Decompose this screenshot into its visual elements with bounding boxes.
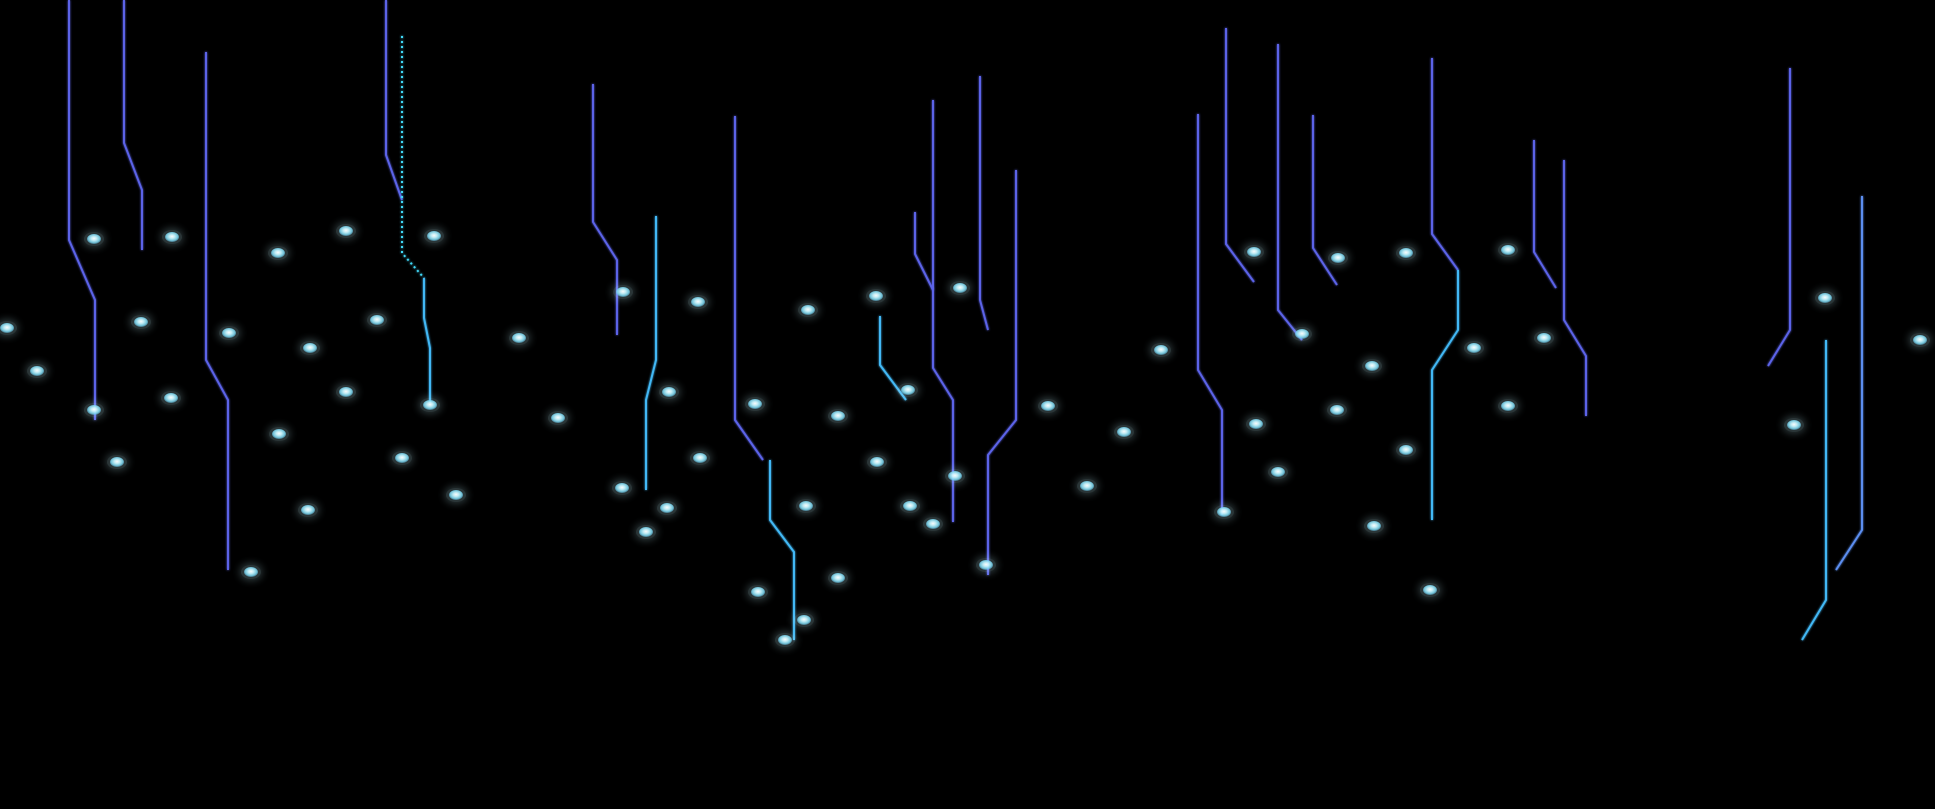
trace-line [1767,68,1791,367]
node-dot[interactable] [1367,521,1381,531]
node-dot[interactable] [979,560,993,570]
node-dot[interactable] [1537,333,1551,343]
node-dot[interactable] [339,226,353,236]
trace-line [1225,28,1255,283]
node-dot[interactable] [1467,343,1481,353]
node-dot[interactable] [953,283,967,293]
node-dot[interactable] [948,471,962,481]
node-dot[interactable] [799,501,813,511]
node-dot[interactable] [0,323,14,333]
trace-line [914,212,934,291]
node-dot[interactable] [660,503,674,513]
node-dot[interactable] [903,501,917,511]
node-dot[interactable] [301,505,315,515]
node-dot[interactable] [1271,467,1285,477]
node-dot[interactable] [272,429,286,439]
node-dot[interactable] [1217,507,1231,517]
node-dot[interactable] [1913,335,1927,345]
trace-line [1533,140,1557,289]
node-dot[interactable] [1154,345,1168,355]
node-dot[interactable] [1080,481,1094,491]
node-dot[interactable] [512,333,526,343]
node-dot[interactable] [110,457,124,467]
node-dot[interactable] [639,527,653,537]
node-dot[interactable] [901,385,915,395]
node-dot[interactable] [164,393,178,403]
node-dot[interactable] [222,328,236,338]
trace-line [205,52,229,570]
trace-line [1431,270,1459,520]
node-dot[interactable] [427,231,441,241]
trace-line [423,278,431,403]
node-dot[interactable] [423,400,437,410]
node-dot[interactable] [691,297,705,307]
node-dot[interactable] [1249,419,1263,429]
node-dot[interactable] [870,457,884,467]
node-dot[interactable] [1295,329,1309,339]
trace-line [645,216,657,490]
node-dot[interactable] [615,483,629,493]
node-dot[interactable] [831,411,845,421]
node-dot[interactable] [662,387,676,397]
node-dot[interactable] [693,453,707,463]
node-dot[interactable] [30,366,44,376]
node-dot[interactable] [831,573,845,583]
trace-line [401,36,425,279]
node-dot[interactable] [1331,253,1345,263]
node-dot[interactable] [1501,245,1515,255]
node-dot[interactable] [1501,401,1515,411]
node-dot[interactable] [1247,247,1261,257]
trace-line [1312,115,1338,286]
node-dot[interactable] [801,305,815,315]
node-dot[interactable] [1399,248,1413,258]
trace-line [979,76,989,331]
node-dot[interactable] [1399,445,1413,455]
trace-line [987,170,1017,575]
trace-line [932,100,954,522]
node-dot[interactable] [778,635,792,645]
node-dot[interactable] [165,232,179,242]
node-dot[interactable] [616,287,630,297]
node-dot[interactable] [370,315,384,325]
node-dot[interactable] [751,587,765,597]
node-dot[interactable] [87,234,101,244]
node-dot[interactable] [551,413,565,423]
trace-line [385,0,403,201]
trace-line [1431,58,1459,271]
trace-line [1197,114,1223,515]
node-dot[interactable] [1117,427,1131,437]
node-dot[interactable] [1787,420,1801,430]
node-dot[interactable] [797,615,811,625]
trace-line [879,316,907,401]
node-dot[interactable] [395,453,409,463]
node-dot[interactable] [1330,405,1344,415]
trace-line [734,116,764,461]
trace-line [769,460,795,640]
node-dot[interactable] [449,490,463,500]
node-dot[interactable] [1423,585,1437,595]
node-dot[interactable] [926,519,940,529]
node-dot[interactable] [339,387,353,397]
trace-line [1801,340,1827,641]
node-dot[interactable] [1041,401,1055,411]
trace-line [1563,160,1587,416]
node-dot[interactable] [869,291,883,301]
trace-layer [6,0,1921,641]
dot-layer [0,224,1930,647]
node-dot[interactable] [1365,361,1379,371]
trace-line [1835,196,1863,571]
node-dot[interactable] [87,405,101,415]
node-dot[interactable] [244,567,258,577]
node-dot[interactable] [271,248,285,258]
node-dot[interactable] [1818,293,1832,303]
node-dot[interactable] [748,399,762,409]
node-dot[interactable] [303,343,317,353]
node-dot[interactable] [134,317,148,327]
